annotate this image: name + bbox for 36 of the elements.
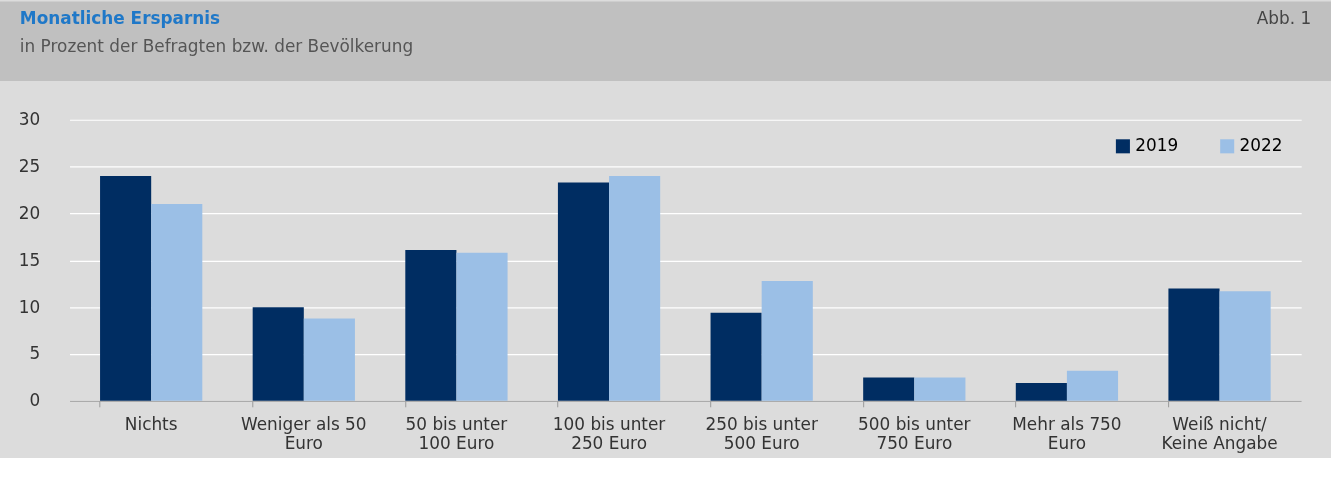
x-tick-label: 500 bis unter 750 Euro (858, 414, 971, 454)
y-tick-label: 25 (18, 156, 41, 177)
bar (609, 175, 661, 401)
bar (1168, 288, 1220, 401)
bar (557, 182, 610, 401)
legend-label: 2019 (1135, 135, 1179, 156)
bar (914, 377, 966, 401)
bar (405, 249, 457, 401)
x-tick-label: Weiß nicht/Keine Angabe (1161, 414, 1278, 454)
x-tick-label: 50 bis unter 100 Euro (405, 414, 508, 454)
x-tick-label: Mehr als 750 Euro (1012, 414, 1122, 454)
bar (710, 312, 762, 401)
x-tick-label: Weniger als 50 Euro (241, 414, 367, 454)
y-tick-label: 5 (29, 343, 41, 364)
bar (456, 252, 508, 401)
y-tick-label: 10 (18, 296, 41, 317)
chart-title: Monatliche Ersparnis (19, 8, 221, 29)
x-tick-label: 250 bis unter 500 Euro (705, 414, 818, 454)
y-tick-label: 15 (18, 249, 41, 270)
bar (100, 175, 152, 401)
bar (863, 377, 915, 401)
y-tick-label: 20 (18, 202, 41, 223)
y-tick-label: 30 (18, 109, 41, 130)
y-tick-label: 0 (29, 390, 41, 411)
bar (761, 280, 813, 401)
x-tick-label: 100 bis unter 250 Euro (552, 414, 666, 454)
bar (1219, 291, 1271, 401)
caption: Abb. 1 (1256, 8, 1312, 29)
legend-label: 2022 (1239, 135, 1283, 156)
bar (252, 307, 304, 401)
x-tick-label: Nichts (124, 414, 178, 435)
chart-subtitle: in Prozent der Befragten bzw. der Bevölkerung (19, 36, 414, 57)
bar (1015, 383, 1067, 401)
bar (1066, 370, 1119, 401)
bar (303, 318, 355, 401)
bar (151, 204, 203, 401)
